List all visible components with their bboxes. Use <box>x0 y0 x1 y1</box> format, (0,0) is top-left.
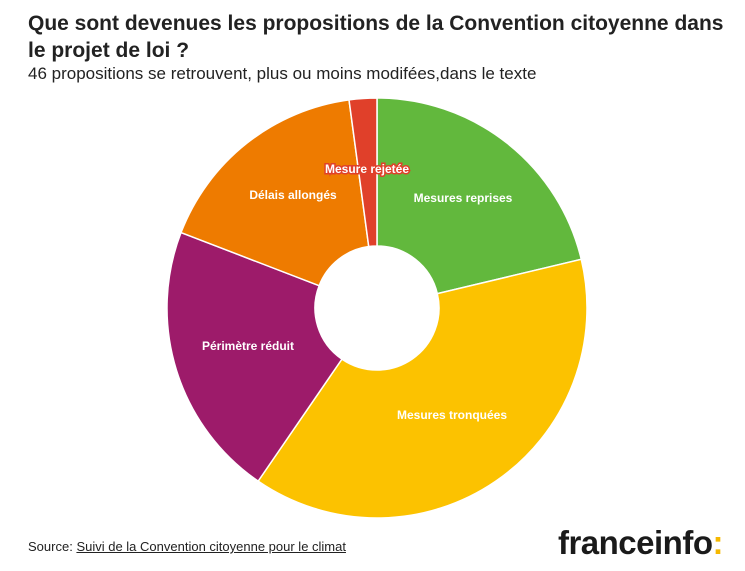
slice-perimetre-reduit <box>166 231 343 483</box>
slice-delais-allonges <box>180 99 370 287</box>
source-prefix: Source: <box>28 539 73 554</box>
slice-label: Mesures reprises <box>414 191 513 205</box>
slice-label: Mesure rejetée <box>325 162 409 176</box>
brand-colon: : <box>712 524 724 561</box>
chart-subtitle: 46 propositions se retrouvent, plus ou m… <box>28 64 537 83</box>
chart-title: Que sont devenues les propositions de la… <box>28 12 724 62</box>
source-link[interactable]: Suivi de la Convention citoyenne pour le… <box>76 539 346 554</box>
donut-labels: Mesures reprises Mesures tronquées Périmèt… <box>202 161 513 423</box>
slice-mesure-rejetee <box>348 97 378 248</box>
slice-mesures-reprises <box>376 97 583 295</box>
brand-name: franceinfo <box>557 524 713 561</box>
franceinfo-logo: franceinfo: <box>557 524 724 562</box>
slice-label: Délais allongés <box>249 188 337 202</box>
donut-slices <box>166 97 588 519</box>
source-note: Source: Suivi de la Convention citoyenne… <box>28 539 346 554</box>
slice-label: Mesures tronquées <box>397 408 507 422</box>
slice-mesures-tronquees <box>257 258 588 519</box>
slice-label: Périmètre réduit <box>202 339 294 353</box>
